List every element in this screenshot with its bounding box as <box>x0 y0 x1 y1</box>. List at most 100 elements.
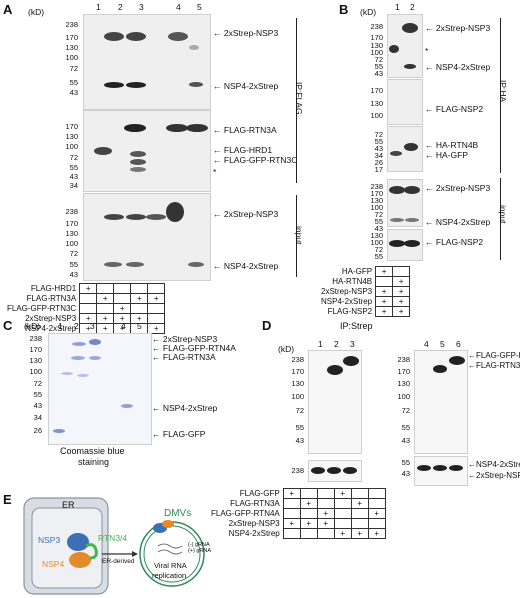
condition-cell <box>367 518 386 529</box>
ip-label: IP:FLAG <box>294 82 304 115</box>
panel-d-blot-left-bottom <box>308 460 362 482</box>
band-label-text: 2xStrep-NSP3 <box>223 28 279 38</box>
panel-a-unit: (kD) <box>28 7 45 17</box>
er-lumen <box>31 507 103 589</box>
band <box>189 82 203 87</box>
lane-number: 1 <box>395 2 400 12</box>
band-label: * <box>213 167 217 177</box>
mw-tick: 43 <box>69 172 78 181</box>
band-label-text: FLAG-GFP-RTN4A <box>476 351 520 360</box>
condition-label: FLAG-GFP-RTN3C <box>7 304 77 313</box>
band-label-text: 2xStrep-NSP3 <box>162 334 218 344</box>
band-label: ← NSP4-2xStrep <box>425 217 491 227</box>
panel-d-blot-right-bottom <box>414 456 468 486</box>
condition-row: FLAG-HRD1 + <box>6 283 166 294</box>
grna-label: (-) gRNA <box>188 542 210 548</box>
lane-number: 5 <box>440 339 445 349</box>
band-label-text: FLAG-RTN3A <box>223 125 277 135</box>
band <box>130 159 146 165</box>
mw-tick: 130 <box>370 99 383 108</box>
condition-label: HA-RTN4B <box>332 277 373 286</box>
nsp4-label: NSP4 <box>42 559 65 569</box>
mw-tick: 72 <box>374 210 383 219</box>
band <box>72 342 86 346</box>
band <box>89 339 101 345</box>
condition-cell <box>333 498 352 509</box>
arrowhead <box>132 551 138 557</box>
rtn-label: RTN3/4 <box>98 533 128 543</box>
condition-label: NSP4-2xStrep <box>228 529 280 538</box>
panel-b-blot-4 <box>387 179 423 227</box>
lane-number: 4 <box>424 339 429 349</box>
condition-cell: + <box>299 498 318 509</box>
mw-tick: 43 <box>69 88 78 97</box>
band <box>166 124 188 132</box>
band <box>389 240 405 247</box>
panel-d-letter: D <box>262 318 272 333</box>
viral-rna-label: Viral RNA <box>154 561 187 570</box>
band <box>402 23 418 33</box>
band-label: ← NSP4-2xStrep <box>213 81 279 91</box>
band <box>126 32 146 41</box>
band-label: ← NSP4-2xStrep <box>213 261 279 271</box>
mw-tick: 72 <box>69 153 78 162</box>
condition-cell <box>375 276 394 287</box>
band-label: ← FLAG-GFP <box>152 429 206 439</box>
ip-label: IP:Strep <box>340 321 373 331</box>
mw-tick: 55 <box>33 390 42 399</box>
mw-tick: 170 <box>370 33 383 42</box>
band <box>126 214 146 220</box>
panel-d-unit: (kD) <box>278 344 295 354</box>
condition-cell: + <box>96 323 115 334</box>
condition-cell <box>282 508 301 519</box>
mw-tick: 55 <box>374 62 383 71</box>
mw-tick: 170 <box>370 189 383 198</box>
mw-tick: 17 <box>374 165 383 174</box>
band <box>94 147 112 155</box>
mw-tick: 170 <box>29 345 42 354</box>
panel-b-blot-5 <box>387 229 423 261</box>
bracket-input <box>500 178 501 260</box>
condition-cell: + <box>375 266 394 277</box>
band-label: ← FLAG-GFP-RTN4A <box>152 343 236 353</box>
condition-cell <box>392 266 411 277</box>
band <box>61 372 73 375</box>
condition-label: FLAG-NSP2 <box>327 307 373 316</box>
band <box>104 82 124 88</box>
condition-cell: + <box>392 276 411 287</box>
mw-tick: 72 <box>374 245 383 254</box>
mw-tick: 55 <box>374 252 383 261</box>
band <box>126 262 144 267</box>
condition-cell: + <box>333 528 352 539</box>
band <box>104 214 124 220</box>
condition-cell <box>333 508 352 519</box>
condition-label: FLAG-GFP-RTN4A <box>211 509 280 518</box>
panel-b-blot-3 <box>387 126 423 172</box>
condition-cell <box>147 283 166 294</box>
condition-cell <box>113 283 132 294</box>
band-label: ← FLAG-RTN3A <box>213 125 277 135</box>
mw-tick: 55 <box>69 78 78 87</box>
band <box>327 467 341 474</box>
condition-cell: + <box>96 293 115 304</box>
nsp4-shape <box>69 552 91 568</box>
lane-number: 5 <box>137 321 142 331</box>
band <box>77 374 89 377</box>
band-label-text: HA-GFP <box>435 150 468 160</box>
lane-number: 4 <box>176 2 181 12</box>
mw-tick: 43 <box>401 469 410 478</box>
condition-cell <box>130 283 149 294</box>
mw-tick: 72 <box>374 55 383 64</box>
condition-cell <box>316 488 335 499</box>
condition-cell: + <box>375 306 394 317</box>
condition-cell: + <box>316 518 335 529</box>
condition-row: NSP4-2xStrep + + + + <box>6 323 166 334</box>
mw-tick: 26 <box>374 158 383 167</box>
mw-tick: 170 <box>291 367 304 376</box>
band-label: ←NSP4-2xStrep <box>468 461 520 469</box>
condition-label: HA-GFP <box>341 267 373 276</box>
mw-tick: 55 <box>374 217 383 226</box>
condition-cell: + <box>392 286 411 297</box>
mw-tick: 55 <box>295 423 304 432</box>
condition-cell <box>299 508 318 519</box>
